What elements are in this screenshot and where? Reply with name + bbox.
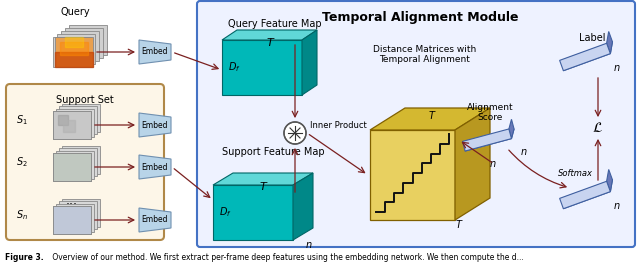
Bar xyxy=(57,34,95,64)
Bar xyxy=(59,106,97,134)
FancyBboxPatch shape xyxy=(197,1,635,247)
Polygon shape xyxy=(65,37,83,47)
Polygon shape xyxy=(509,119,514,139)
Text: $S_2$: $S_2$ xyxy=(16,155,28,169)
Bar xyxy=(53,111,91,139)
Text: n: n xyxy=(521,147,527,157)
Polygon shape xyxy=(559,181,611,209)
Polygon shape xyxy=(455,108,490,220)
Text: Softmax: Softmax xyxy=(557,169,593,178)
Bar xyxy=(53,153,91,181)
Text: Query: Query xyxy=(60,7,90,17)
Bar xyxy=(55,37,93,67)
Text: T: T xyxy=(456,220,462,230)
Bar xyxy=(61,31,99,61)
Polygon shape xyxy=(463,129,511,151)
Polygon shape xyxy=(465,129,514,151)
Text: $S_n$: $S_n$ xyxy=(16,208,28,222)
Text: Label: Label xyxy=(579,33,605,43)
Bar xyxy=(69,25,107,55)
Bar xyxy=(62,145,100,173)
Text: n: n xyxy=(306,240,312,250)
Polygon shape xyxy=(607,169,612,192)
Polygon shape xyxy=(293,173,313,240)
Bar xyxy=(53,206,91,234)
Text: Support Feature Map: Support Feature Map xyxy=(221,147,324,157)
Text: Embed: Embed xyxy=(141,163,168,172)
Polygon shape xyxy=(63,120,75,132)
Polygon shape xyxy=(213,185,293,240)
Text: Embed: Embed xyxy=(141,48,168,56)
Polygon shape xyxy=(222,30,317,40)
Text: n: n xyxy=(614,63,620,73)
Text: Overview of our method. We first extract per-frame deep features using the embed: Overview of our method. We first extract… xyxy=(50,252,524,262)
Polygon shape xyxy=(563,42,612,71)
FancyBboxPatch shape xyxy=(6,84,164,240)
Polygon shape xyxy=(139,208,171,232)
Polygon shape xyxy=(559,43,611,71)
Text: n: n xyxy=(614,201,620,211)
Bar xyxy=(56,150,94,178)
Text: T: T xyxy=(266,38,273,48)
Polygon shape xyxy=(607,31,612,54)
Text: Support Set: Support Set xyxy=(56,95,114,105)
Bar xyxy=(53,206,91,234)
Text: $D_f$: $D_f$ xyxy=(228,61,241,74)
Bar xyxy=(65,28,103,58)
Polygon shape xyxy=(60,42,88,55)
Circle shape xyxy=(284,122,306,144)
Text: Embed: Embed xyxy=(141,215,168,224)
Polygon shape xyxy=(370,130,455,220)
Text: Embed: Embed xyxy=(141,120,168,130)
Text: $D_f$: $D_f$ xyxy=(219,206,232,219)
Bar xyxy=(53,111,91,139)
Text: Inner Product: Inner Product xyxy=(310,120,367,130)
Text: $S_1$: $S_1$ xyxy=(16,113,28,127)
Polygon shape xyxy=(563,180,612,209)
Polygon shape xyxy=(139,40,171,64)
Polygon shape xyxy=(139,155,171,179)
Text: Figure 3.: Figure 3. xyxy=(5,252,44,262)
Bar xyxy=(53,37,91,67)
Polygon shape xyxy=(58,115,68,125)
Text: T: T xyxy=(429,111,435,121)
Text: Score: Score xyxy=(477,112,502,121)
Polygon shape xyxy=(222,40,302,95)
Bar xyxy=(62,103,100,131)
Polygon shape xyxy=(139,113,171,137)
Text: Distance Matrices with: Distance Matrices with xyxy=(373,45,477,54)
Bar xyxy=(53,153,91,181)
Bar xyxy=(59,201,97,229)
Text: Temporal Alignment Module: Temporal Alignment Module xyxy=(322,11,518,23)
Text: Temporal Alignment: Temporal Alignment xyxy=(380,54,470,64)
Bar xyxy=(62,199,100,227)
Polygon shape xyxy=(302,30,317,95)
Text: ...: ... xyxy=(66,194,78,206)
Text: T: T xyxy=(260,182,266,192)
Text: $\mathcal{L}$: $\mathcal{L}$ xyxy=(593,121,604,135)
Polygon shape xyxy=(55,52,93,67)
Polygon shape xyxy=(370,108,490,130)
Bar xyxy=(56,204,94,232)
Polygon shape xyxy=(213,173,313,185)
Text: Alignment: Alignment xyxy=(467,103,513,112)
Text: Query Feature Map: Query Feature Map xyxy=(228,19,322,29)
Bar xyxy=(56,109,94,136)
Bar xyxy=(59,148,97,176)
Text: n: n xyxy=(490,159,496,169)
